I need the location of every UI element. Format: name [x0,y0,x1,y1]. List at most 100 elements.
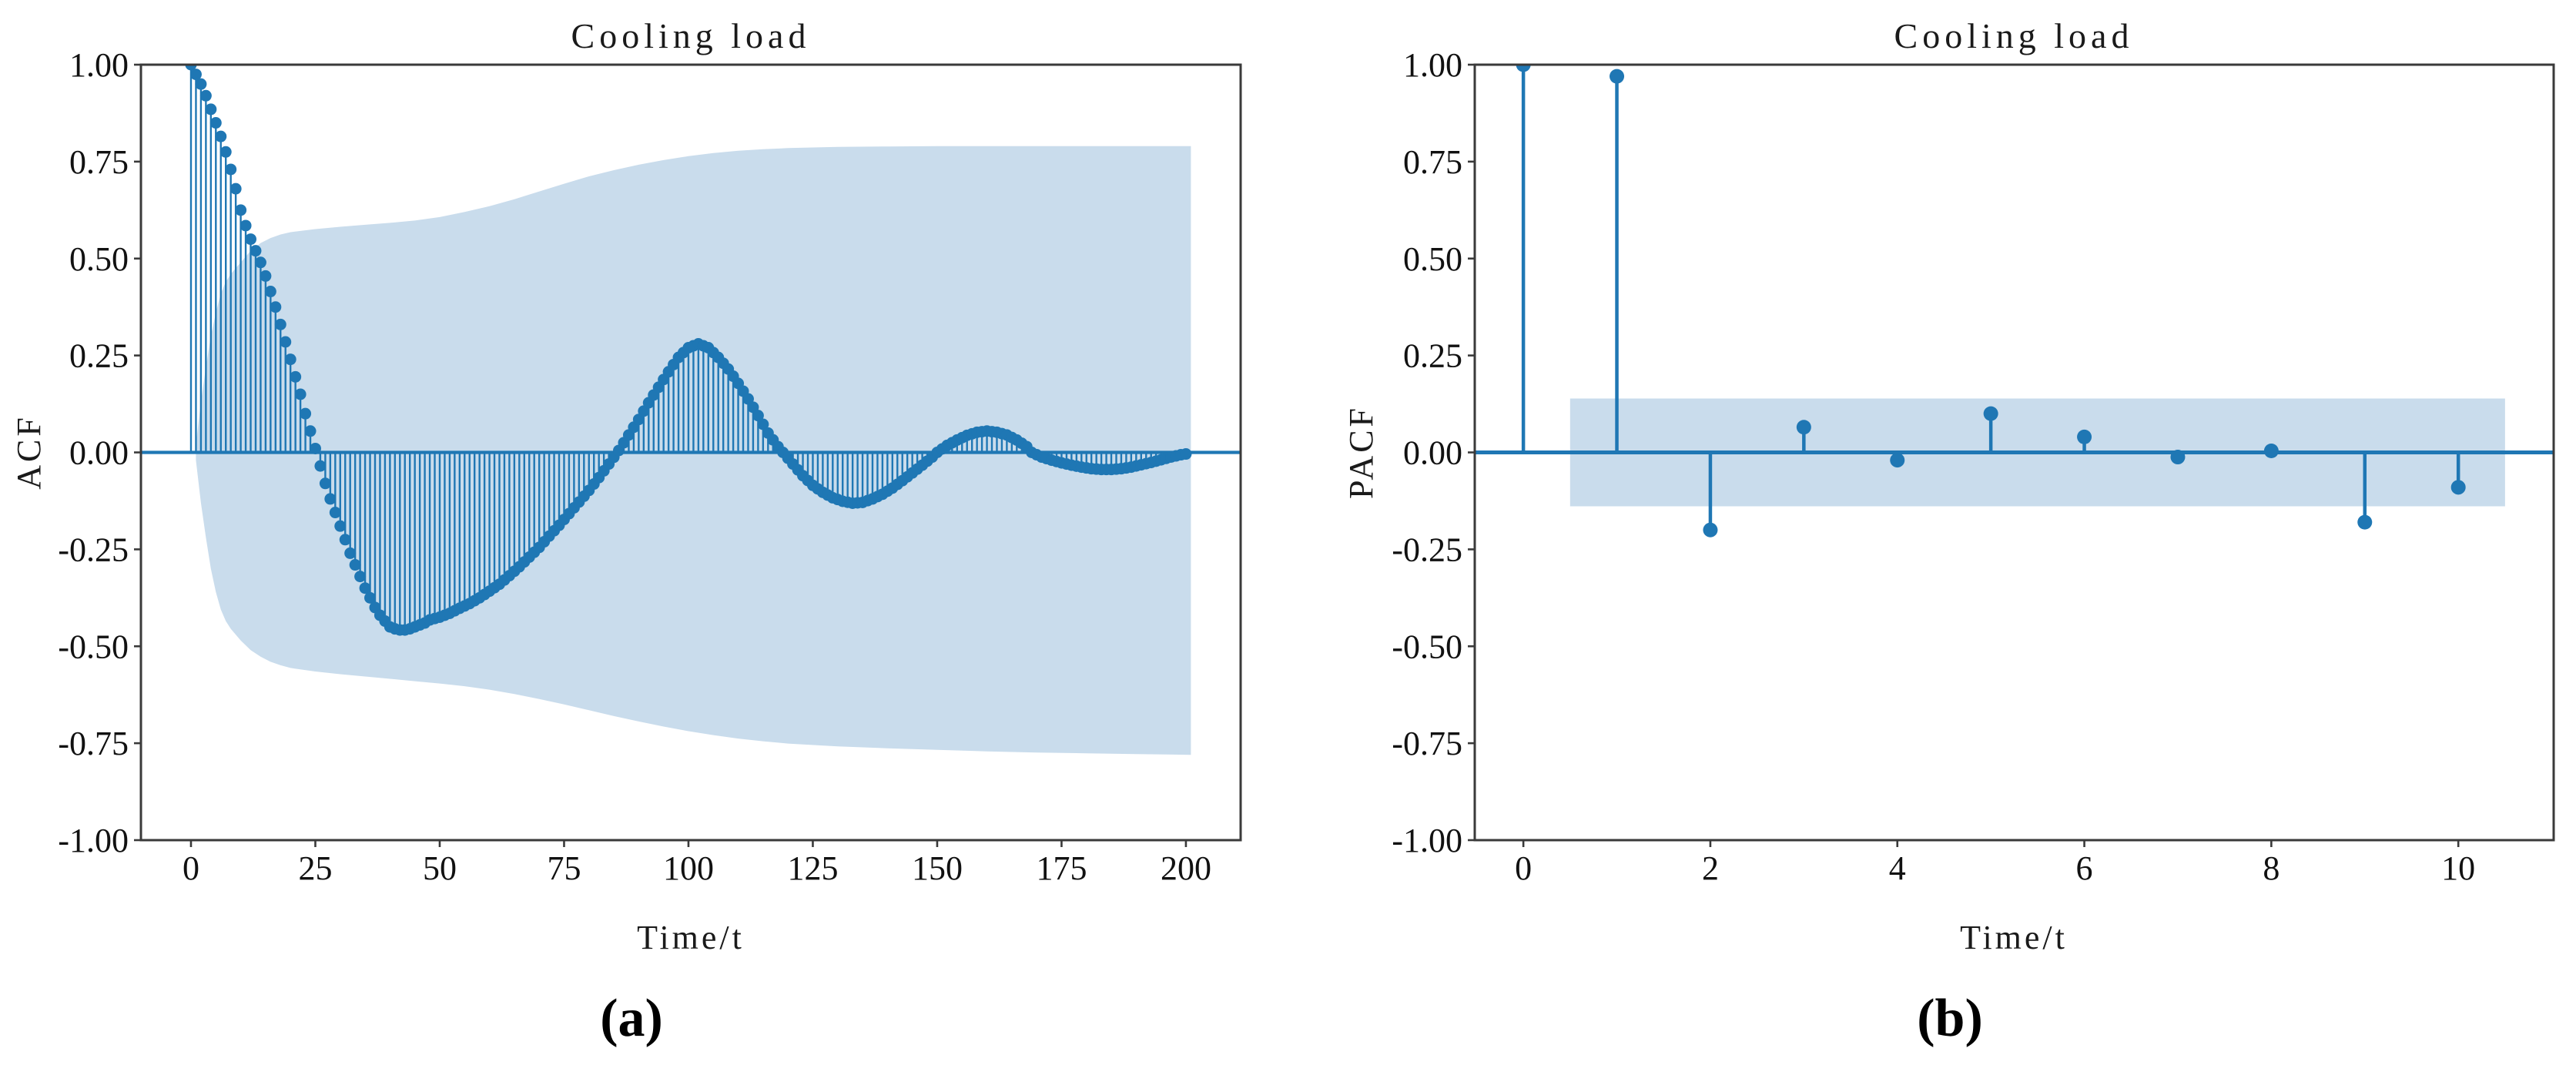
stem-dot [354,571,367,583]
chart-title: Cooling load [571,16,811,55]
stem-dot [752,410,764,422]
stem-dot [329,507,341,519]
x-tick-label: 2 [1702,849,1719,887]
y-tick-label: 0.00 [1403,434,1462,472]
y-tick-label: 0.75 [69,143,129,181]
stem-dot [1796,420,1811,435]
stem-dot [215,130,227,142]
stem-dot [324,493,337,505]
stem-dot [2077,429,2092,444]
panel-caption: (b) [1917,989,1983,1048]
stem-dot [254,256,266,269]
y-tick-label: -0.50 [1392,628,1462,665]
stem-dot [250,245,262,257]
stem-dot [225,163,237,176]
stem-dot [1516,65,1531,72]
y-tick-label: -0.25 [1392,531,1462,568]
x-tick-label: 175 [1036,849,1087,887]
x-axis-label: Time/t [637,919,745,956]
clipped-plot [1475,65,2554,538]
y-tick-label: 0.50 [1403,240,1462,278]
stem-dot [270,301,282,313]
stem-dot [2170,450,2186,465]
stem-dot [284,353,296,366]
stem-dot [199,89,212,102]
stem-dot [294,388,307,400]
stem-dot [2450,480,2466,495]
x-tick-label: 0 [1515,849,1532,887]
x-tick-label: 50 [423,849,457,887]
y-tick-label: 0.25 [69,337,129,375]
y-tick-label: -0.50 [58,628,129,665]
y-axis-label: ACF [10,414,48,490]
stem-dot [339,534,351,546]
plot-area: 0 25 50 75 100 125 150 175 200 1.00 0.75 0.50 0.25 0.… [58,46,1242,887]
y-tick-label: 0.25 [1403,337,1462,375]
stem-dot [245,233,257,246]
y-tick-label: -0.75 [58,725,129,762]
figure-panel-b: 0 2 4 6 8 10 1.00 0.75 0.50 0.25 0.00 -0.25 -0.50 -0.… [1288,0,2575,1065]
stem-dot [309,442,321,454]
y-tick-label: 0.50 [69,240,129,278]
panel-caption: (a) [600,989,663,1048]
figure-panel-a: 0 25 50 75 100 125 150 175 200 1.00 0.75 0.50 0.25 0.… [10,16,1242,1048]
stem-dot [638,405,650,417]
plot-area: 0 2 4 6 8 10 1.00 0.75 0.50 0.25 0.00 -0.25 -0.50 -0.… [1392,46,2555,887]
x-tick-label: 25 [298,849,332,887]
stem-dot [1610,69,1625,84]
stem-dot [1890,453,1905,468]
x-tick-label: 125 [787,849,838,887]
x-tick-label: 8 [2263,849,2280,887]
x-axis-label: Time/t [1960,919,2068,956]
stem-dot [300,407,312,420]
stems [185,65,1192,636]
stem-dot [359,582,371,594]
stem-dot [1180,448,1192,460]
chart-title: Cooling load [1894,16,2134,55]
stem-dot [1703,522,1718,538]
stem-dot [304,425,317,437]
stem-dot [205,103,217,116]
stem-dot [280,336,292,348]
acf-chart: 0 25 50 75 100 125 150 175 200 1.00 0.75 0.50 0.25 0.… [10,16,1242,1048]
stems [1516,65,2466,538]
stem-dot [219,146,232,158]
stem-dot [260,270,272,282]
y-tick-label: 1.00 [1403,46,1462,84]
x-tick-label: 150 [912,849,963,887]
x-tick-label: 0 [183,849,199,887]
x-tick-label: 6 [2076,849,2093,887]
stem-dot [2357,514,2373,530]
stem-dot [2263,443,2279,458]
y-tick-label: -0.25 [58,531,129,568]
stem-dot [319,477,331,490]
y-tick-label: 1.00 [69,46,129,84]
y-tick-label: -0.75 [1392,725,1462,762]
stem-dot [235,204,247,216]
pacf-chart: 0 2 4 6 8 10 1.00 0.75 0.50 0.25 0.00 -0.25 -0.50 -0.… [1342,16,2555,1048]
stem-dot [1983,406,1998,421]
stem-dot [747,401,759,414]
y-tick-label: 0.00 [69,434,129,472]
stem-dot [274,318,286,330]
stem-dot [742,393,754,405]
stem-dot [344,547,357,559]
stem-dot [364,591,377,604]
x-tick-label: 200 [1161,849,1211,887]
y-tick-label: 0.75 [1403,143,1462,181]
y-axis-label: PACF [1342,405,1380,499]
stem-dot [334,520,347,532]
stem-dot [209,117,222,129]
x-tick-label: 10 [2441,849,2475,887]
stem-dot [290,370,302,383]
stem-dot [264,286,276,298]
x-tick-label: 75 [547,849,581,887]
stem-dot [632,414,645,426]
y-tick-label: -1.00 [1392,822,1462,859]
stem-dot [349,559,361,571]
stem-dot [229,183,242,195]
y-tick-label: -1.00 [58,822,129,859]
stem-dot [189,69,202,81]
stem-dot [757,418,769,430]
